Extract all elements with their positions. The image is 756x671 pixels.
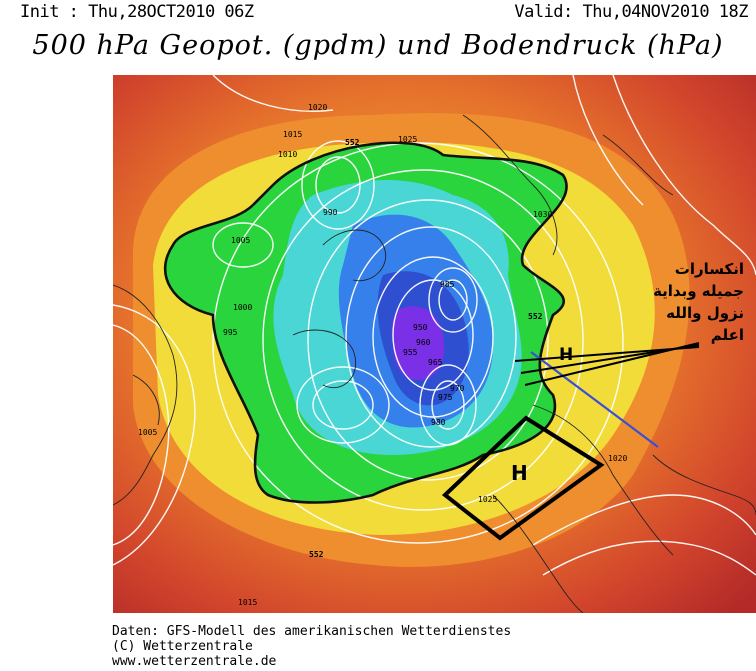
label-995: 995 — [223, 328, 238, 337]
label-980: 980 — [431, 418, 446, 427]
label-950: 950 — [413, 323, 428, 332]
label-1005: 1005 — [231, 236, 250, 245]
forecast-map: 1020 1015 1010 1025 1030 1005 1000 995 9… — [113, 75, 756, 613]
annotation-line-2: جميله وبداية — [653, 282, 744, 300]
footer-credits: Daten: GFS-Modell des amerikanischen Wet… — [112, 624, 511, 669]
contour-label-right: 552 — [528, 312, 543, 321]
map-title: 500 hPa Geopot. (gpdm) und Bodendruck (h… — [32, 30, 724, 61]
annotation-pointers — [514, 342, 700, 386]
annotation-line-3: نزول والله اعلم — [666, 304, 744, 344]
arabic-annotation: انكسارات جميله وبداية نزول والله اعلم — [634, 258, 744, 346]
label-985: 985 — [440, 280, 455, 289]
label-1015: 1015 — [283, 130, 302, 139]
label-1025b: 1025 — [478, 495, 497, 504]
coastlines — [113, 114, 756, 613]
label-990: 990 — [323, 208, 338, 217]
contour-label-bottom: 552 — [309, 550, 324, 559]
high-marker-box: H — [511, 461, 528, 485]
label-1030: 1030 — [533, 210, 552, 219]
label-1005b: 1005 — [138, 428, 157, 437]
contour-552 — [163, 141, 568, 504]
annotation-box — [441, 415, 605, 541]
label-1025: 1025 — [398, 135, 417, 144]
label-1015b: 1015 — [238, 598, 257, 607]
purple-low — [391, 306, 445, 380]
footer-website-link[interactable]: www.wetterzentrale.de — [112, 654, 277, 669]
label-1000: 1000 — [233, 303, 252, 312]
init-time: Init : Thu,28OCT2010 06Z — [20, 2, 254, 22]
label-970: 970 — [450, 384, 465, 393]
label-975: 975 — [438, 393, 453, 402]
isobar-labels: 1020 1015 1010 1025 1030 1005 1000 995 9… — [138, 103, 627, 607]
footer-copyright: (C) Wetterzentrale — [112, 639, 253, 654]
label-1010: 1010 — [278, 150, 297, 159]
valid-time: Valid: Thu,04NOV2010 18Z — [514, 2, 748, 22]
annotation-line-1: انكسارات — [674, 260, 744, 278]
isobar-lines — [113, 75, 756, 576]
footer-data-source: Daten: GFS-Modell des amerikanischen Wet… — [112, 624, 512, 639]
label-1020: 1020 — [308, 103, 327, 112]
label-955: 955 — [403, 348, 418, 357]
label-960: 960 — [416, 338, 431, 347]
label-965: 965 — [428, 358, 443, 367]
high-marker-north: H — [559, 345, 573, 365]
contour-label-top: 552 — [345, 138, 360, 147]
label-1020b: 1020 — [608, 454, 627, 463]
